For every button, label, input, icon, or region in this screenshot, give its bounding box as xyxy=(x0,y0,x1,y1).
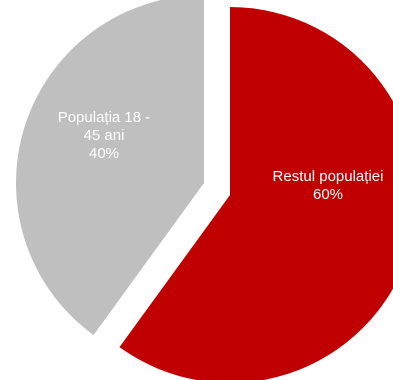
slice-label-1: Populația 18 -45 ani 40% xyxy=(58,109,151,162)
slice-category-label: Restul populației xyxy=(273,168,384,185)
slice-category-label: 45 ani xyxy=(84,127,125,144)
slice-category-label: Populația 18 - xyxy=(58,109,151,126)
slice-label-0: Restul populației 60% xyxy=(273,168,384,203)
pie-slice-restul-populatiei xyxy=(119,7,393,380)
slice-value-label: 60% xyxy=(313,186,343,203)
slice-value-label: 40% xyxy=(89,145,119,162)
pie-slice-populatia-18-45 xyxy=(16,0,204,336)
